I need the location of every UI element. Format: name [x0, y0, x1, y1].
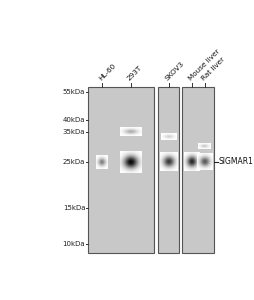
Bar: [181, 87, 213, 253]
Text: Rat liver: Rat liver: [200, 57, 225, 82]
Text: SKOV3: SKOV3: [164, 61, 185, 82]
Text: 25kDa: 25kDa: [63, 159, 85, 165]
Bar: [157, 87, 178, 253]
Text: 15kDa: 15kDa: [62, 205, 85, 211]
Text: 293T: 293T: [126, 65, 143, 82]
Text: SIGMAR1: SIGMAR1: [218, 158, 252, 166]
Text: HL-60: HL-60: [97, 63, 117, 82]
Bar: [88, 87, 154, 253]
Text: 40kDa: 40kDa: [62, 117, 85, 123]
Text: 55kDa: 55kDa: [63, 88, 85, 94]
Text: 35kDa: 35kDa: [62, 129, 85, 135]
Text: 10kDa: 10kDa: [62, 241, 85, 247]
Text: Mouse liver: Mouse liver: [187, 49, 220, 82]
